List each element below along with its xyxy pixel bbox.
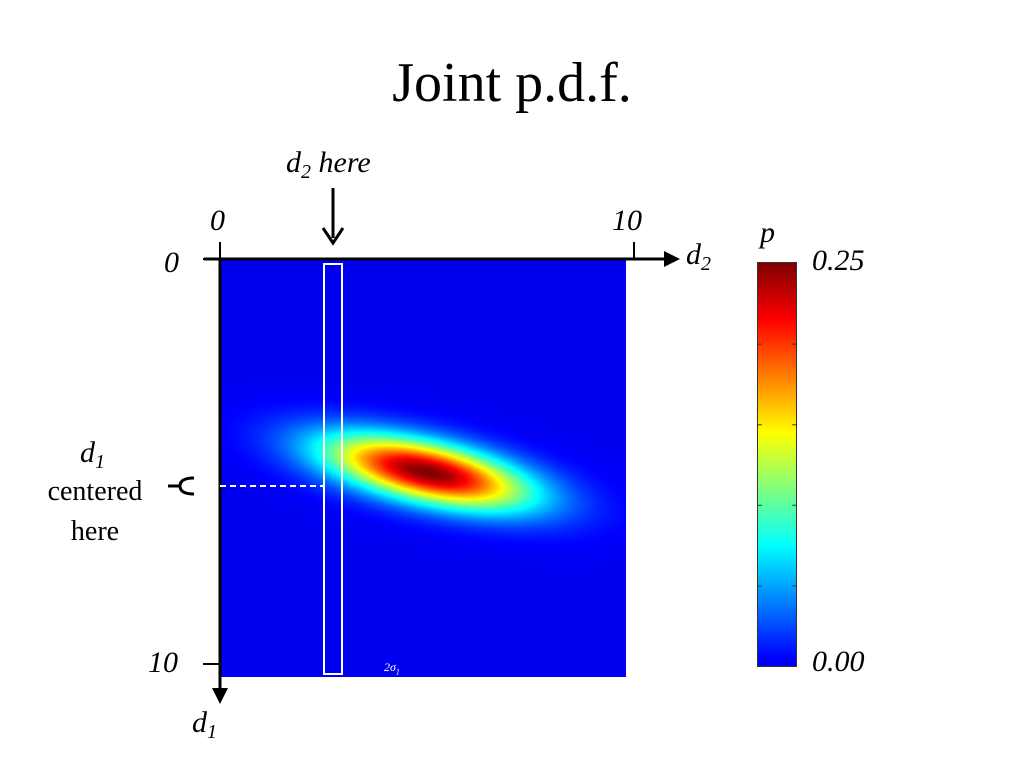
y-tick-label-10: 10 (148, 646, 178, 679)
y-tick-label-0: 0 (164, 246, 179, 279)
d2-here-text: here (318, 146, 371, 179)
x-axis-arrowhead (664, 251, 680, 267)
colorbar-max-label: 0.25 (812, 244, 865, 277)
two-sigma-label: 2σ1 (384, 660, 400, 676)
joint-pdf-heatmap (220, 259, 626, 677)
d1-brace-icon (168, 476, 195, 496)
colorbar-min-label: 0.00 (812, 645, 865, 678)
d1-centered-letter: d (80, 436, 95, 469)
y-axis-arrowhead (212, 688, 228, 704)
two-sigma-text: 2σ (384, 660, 396, 674)
y-axis-sub: 1 (207, 721, 217, 743)
x-tick-label-0: 0 (210, 204, 225, 237)
d2-here-annotation: d2 here (286, 146, 371, 183)
d1-centered-line3: here (70, 516, 120, 547)
d2-here-var: d (286, 146, 301, 179)
d1-centered-sub: 1 (95, 451, 105, 473)
colorbar (757, 262, 797, 667)
d2-here-sub: 2 (301, 161, 311, 183)
y-axis-var: d (192, 706, 207, 739)
colorbar-label: p (760, 216, 775, 249)
x-axis-sub: 2 (701, 253, 711, 275)
x-axis-title: d2 (686, 238, 711, 275)
two-sigma-sub: 1 (395, 667, 400, 677)
page-title: Joint p.d.f. (392, 52, 632, 114)
x-axis-var: d (686, 238, 701, 271)
d1-centered-line2: centered (47, 476, 143, 507)
x-tick-label-10: 10 (612, 204, 642, 237)
d2-here-arrow-head (321, 227, 345, 246)
d1-centered-var: d1 (80, 436, 105, 473)
y-axis-title: d1 (192, 706, 217, 743)
